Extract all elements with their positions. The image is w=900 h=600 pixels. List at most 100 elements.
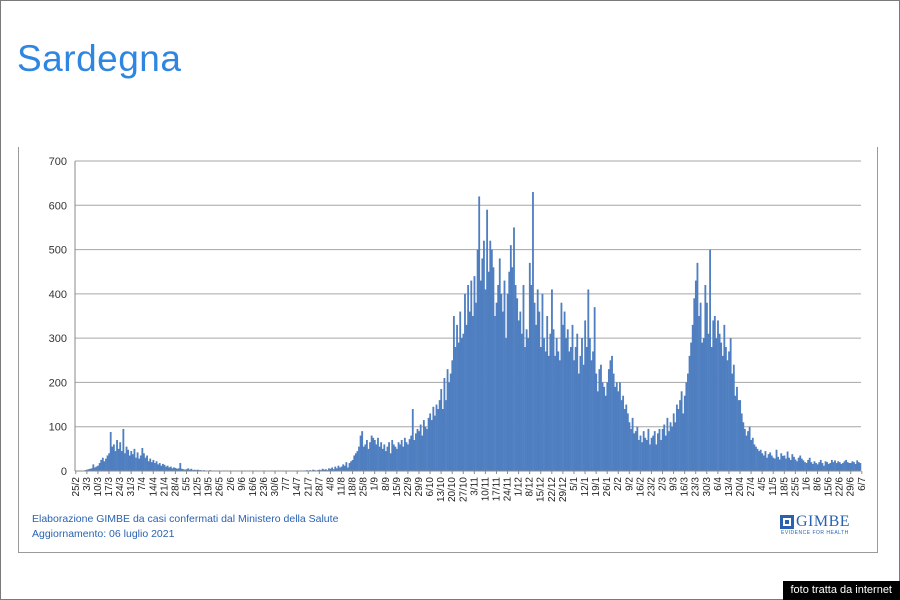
bar <box>558 360 561 471</box>
bar <box>400 440 403 471</box>
bar <box>777 456 780 471</box>
bar <box>343 465 346 471</box>
bar <box>639 435 642 471</box>
bar <box>601 382 604 471</box>
x-tick-label: 6/4 <box>713 477 724 491</box>
bar <box>766 457 768 471</box>
x-tick-label: 25/5 <box>790 477 801 497</box>
bar <box>519 311 522 471</box>
bar <box>470 280 473 471</box>
bar <box>163 464 166 471</box>
x-tick-label: 1/6 <box>801 477 812 491</box>
bar <box>468 311 471 471</box>
bar <box>478 196 481 471</box>
bar <box>563 311 566 471</box>
bar <box>489 240 492 471</box>
bar <box>359 435 362 471</box>
bar <box>443 378 446 471</box>
bar <box>620 400 623 471</box>
x-tick-label: 28/4 <box>170 477 181 497</box>
bar <box>446 369 449 471</box>
bar <box>182 469 185 471</box>
bar <box>435 404 438 471</box>
bar <box>634 431 637 471</box>
bar <box>830 459 833 471</box>
x-tick-label: 4/8 <box>325 477 336 491</box>
bar <box>111 446 114 471</box>
bar <box>683 395 686 471</box>
bar <box>405 442 408 471</box>
y-tick-label: 100 <box>49 422 67 434</box>
bar <box>788 457 791 471</box>
bar <box>340 466 343 471</box>
bar <box>794 459 797 471</box>
bar <box>456 324 458 471</box>
bar <box>392 444 395 471</box>
bar <box>544 351 547 471</box>
bar <box>350 461 353 471</box>
bar <box>384 451 387 471</box>
bar <box>399 444 402 471</box>
bar <box>503 280 506 471</box>
bar <box>339 467 341 471</box>
bar <box>381 448 384 471</box>
bar <box>728 351 730 471</box>
bar <box>369 442 371 471</box>
bar <box>367 448 370 471</box>
bar <box>457 342 460 471</box>
bar <box>802 460 805 471</box>
bar <box>615 382 618 471</box>
x-tick-label: 16/3 <box>680 477 691 497</box>
bar <box>761 453 764 471</box>
bar <box>413 440 416 471</box>
bar <box>778 459 781 471</box>
bar <box>664 435 667 471</box>
x-tick-label: 23/2 <box>646 477 657 497</box>
bar <box>196 469 199 471</box>
bar <box>633 433 636 471</box>
bar <box>378 446 381 471</box>
bar <box>112 444 115 471</box>
bar <box>342 464 345 471</box>
bar <box>724 347 727 471</box>
bar <box>476 249 479 471</box>
bar <box>418 431 421 471</box>
bar <box>188 469 191 471</box>
bar <box>729 338 732 471</box>
bar <box>335 468 338 471</box>
bar <box>448 382 451 471</box>
x-tick-label: 3/3 <box>82 477 93 491</box>
bar <box>694 280 697 471</box>
x-tick-label: 16/6 <box>248 477 259 497</box>
bar <box>127 449 130 471</box>
bar <box>347 467 349 471</box>
bar <box>570 347 572 471</box>
x-tick-label: 24/11 <box>503 477 514 502</box>
bar <box>100 459 103 471</box>
bar <box>484 289 487 471</box>
x-tick-label: 22/6 <box>835 477 846 497</box>
bar <box>318 469 321 471</box>
x-tick-label: 17/3 <box>104 477 115 497</box>
bar <box>323 469 326 471</box>
bar <box>819 459 822 471</box>
bar <box>160 465 163 471</box>
chart-frame: 0 100 200 300 400 500 600 700 25/2 3/3 10/3 17/3 24/… <box>18 147 878 553</box>
bar <box>600 364 602 471</box>
bar <box>701 342 704 471</box>
x-tick-label: 11/5 <box>768 477 779 496</box>
bar <box>848 463 851 471</box>
bar <box>554 355 557 471</box>
x-tick-label: 12/1 <box>580 477 591 497</box>
bar <box>843 461 846 471</box>
bar <box>574 347 577 471</box>
bar <box>445 400 447 471</box>
bar <box>854 463 857 471</box>
bar <box>568 351 571 471</box>
bar <box>380 442 383 471</box>
source-note: Elaborazione GIMBE da casi confermati da… <box>32 512 338 542</box>
x-tick-label: 18/5 <box>779 477 790 497</box>
x-tick-label: 13/4 <box>724 477 735 497</box>
x-tick-label: 9/3 <box>669 477 680 491</box>
